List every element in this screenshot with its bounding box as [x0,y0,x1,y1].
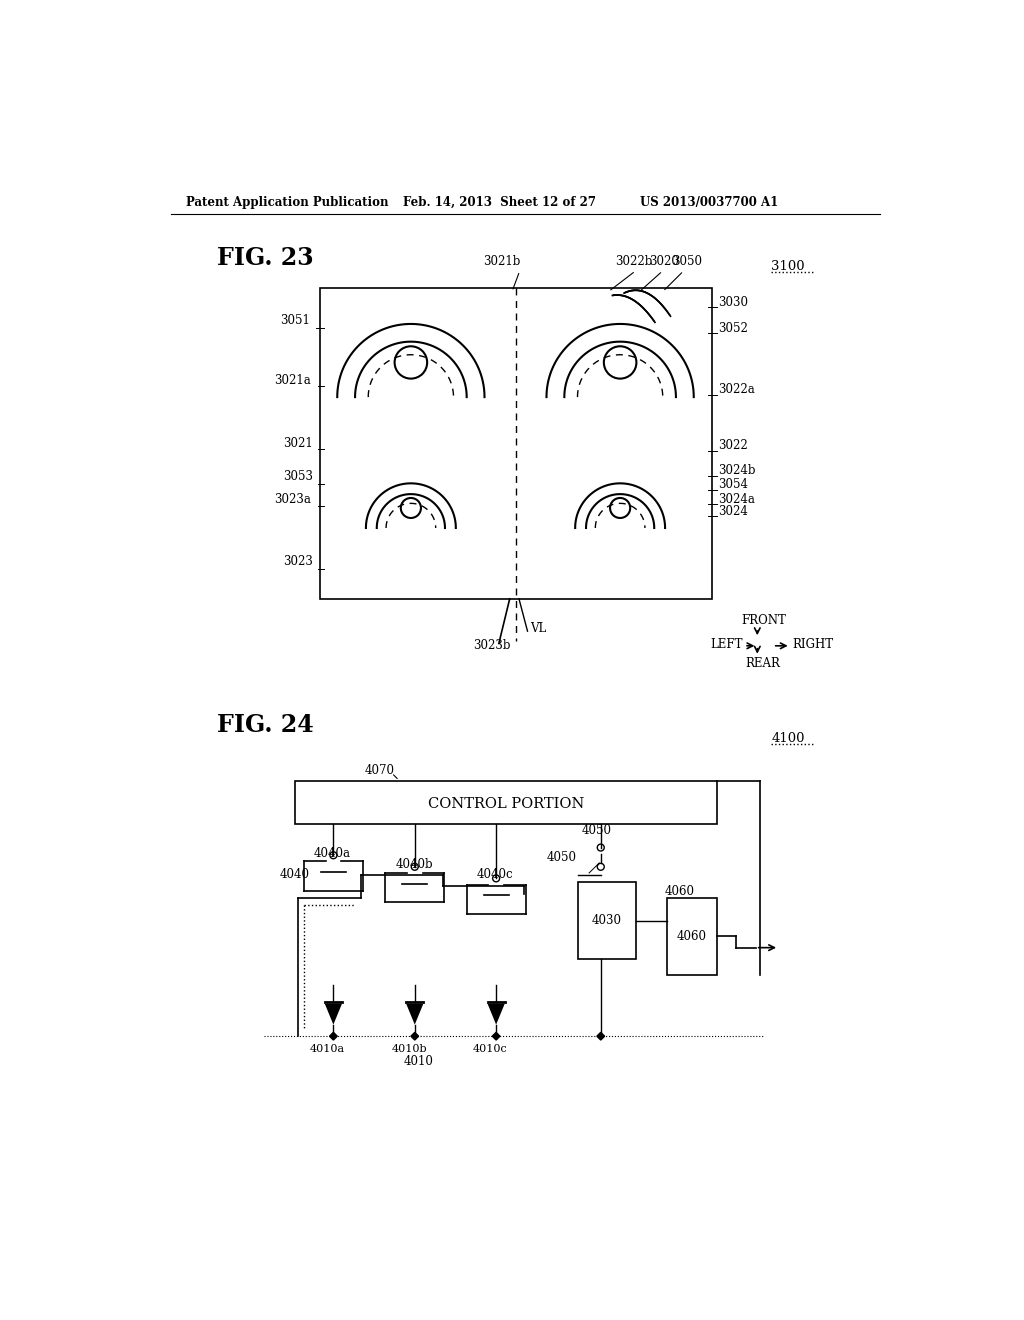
Text: 3054: 3054 [718,478,748,491]
Text: RIGHT: RIGHT [793,638,834,651]
Polygon shape [330,1032,337,1040]
Text: FRONT: FRONT [741,614,786,627]
Text: 4010c: 4010c [473,1044,508,1053]
Text: 3023a: 3023a [273,492,310,506]
Text: 3022b: 3022b [615,255,652,268]
Text: FIG. 24: FIG. 24 [217,713,314,737]
Text: 4010: 4010 [403,1056,433,1068]
Bar [321,288,712,599]
Text: 4050: 4050 [547,850,577,863]
Text: VL: VL [529,622,546,635]
Text: 3020: 3020 [649,255,679,268]
Text: 4010a: 4010a [310,1044,345,1053]
Text: CONTROL PORTION: CONTROL PORTION [428,797,584,810]
Text: 4070: 4070 [365,764,394,777]
Text: 4060: 4060 [677,929,707,942]
Text: 4040a: 4040a [314,847,351,859]
Text: 3024a: 3024a [718,492,755,506]
Polygon shape [493,1032,500,1040]
Text: 3053: 3053 [283,470,313,483]
Bar [578,882,636,960]
Text: 3022a: 3022a [718,383,755,396]
Text: 3052: 3052 [718,322,748,335]
Text: 4100: 4100 [771,733,805,744]
Text: 3100: 3100 [771,260,805,273]
Text: 4040c: 4040c [477,869,513,882]
Text: Patent Application Publication: Patent Application Publication [186,197,389,209]
Text: 3024b: 3024b [718,465,756,477]
Text: 3030: 3030 [718,296,748,309]
Text: Feb. 14, 2013  Sheet 12 of 27: Feb. 14, 2013 Sheet 12 of 27 [403,197,596,209]
Text: 4040: 4040 [280,869,309,882]
Text: 3021a: 3021a [273,374,310,387]
Text: 3023: 3023 [283,554,313,568]
Text: 3050: 3050 [673,255,702,268]
Text: 4040b: 4040b [395,858,433,871]
Polygon shape [411,1032,419,1040]
Text: 3024: 3024 [718,506,748,517]
Bar [295,780,717,825]
Text: 3051: 3051 [280,314,310,327]
Text: 4010b: 4010b [391,1044,427,1053]
Text: 4060: 4060 [665,884,695,898]
Text: 3023b: 3023b [473,639,511,652]
Polygon shape [407,1003,423,1024]
Polygon shape [597,1032,604,1040]
Text: LEFT: LEFT [711,638,743,651]
Text: 4030: 4030 [592,915,622,927]
Polygon shape [487,1003,505,1024]
Text: 3022: 3022 [718,440,748,453]
Text: US 2013/0037700 A1: US 2013/0037700 A1 [640,197,778,209]
Text: 4050: 4050 [582,825,611,837]
Text: FIG. 23: FIG. 23 [217,246,313,269]
Polygon shape [325,1003,342,1024]
Text: 3021: 3021 [283,437,312,450]
Text: 3021b: 3021b [483,255,520,268]
Text: REAR: REAR [745,657,780,671]
Bar [667,898,717,974]
